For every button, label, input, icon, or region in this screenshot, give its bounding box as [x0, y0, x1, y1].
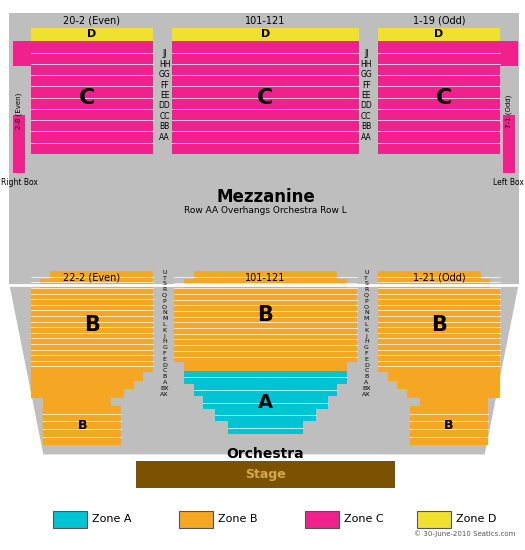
Text: Orchestra: Orchestra	[227, 447, 304, 461]
Bar	[397, 381, 500, 389]
Text: 1-19 (Odd): 1-19 (Odd)	[413, 16, 465, 26]
Bar	[50, 271, 153, 279]
Text: B: B	[84, 315, 100, 335]
Text: D: D	[434, 30, 444, 40]
Bar	[419, 397, 488, 406]
Bar	[53, 510, 87, 528]
Text: C: C	[257, 87, 274, 107]
Text: U
T
S
R
Q
P
O
N
M
L
K
J
H
G
F
E
D
C
B
A
BX
AX: U T S R Q P O N M L K J H G F E D C B A …	[160, 270, 169, 397]
Bar	[179, 510, 213, 528]
Bar	[500, 41, 518, 67]
Bar	[40, 279, 153, 288]
Text: A: A	[258, 393, 273, 412]
Bar	[31, 372, 143, 381]
Bar	[22, 41, 31, 54]
Text: 7-1 (Odd): 7-1 (Odd)	[506, 95, 512, 128]
Text: C: C	[79, 87, 95, 107]
Bar	[31, 381, 133, 389]
Bar	[13, 41, 22, 67]
Bar	[387, 372, 500, 381]
Text: B: B	[77, 419, 87, 432]
Bar	[378, 41, 500, 154]
Text: Right Box: Right Box	[1, 178, 38, 188]
Bar	[22, 41, 31, 54]
Bar	[9, 13, 519, 285]
Bar	[500, 41, 509, 54]
Bar	[13, 115, 25, 173]
Text: © 30-June-2010 Seatics.com: © 30-June-2010 Seatics.com	[414, 530, 516, 537]
Bar	[194, 271, 337, 279]
Text: 101-121: 101-121	[245, 273, 286, 283]
Bar	[31, 389, 124, 398]
Bar	[184, 362, 347, 371]
Text: 20-2 (Even): 20-2 (Even)	[64, 16, 120, 26]
Text: Row AA Overhangs Orchestra Row L: Row AA Overhangs Orchestra Row L	[184, 206, 347, 214]
Bar	[31, 41, 153, 154]
Bar	[378, 288, 500, 372]
Text: B: B	[444, 419, 454, 432]
Text: D: D	[261, 30, 270, 40]
Bar	[215, 409, 316, 421]
Bar	[503, 115, 514, 173]
Text: Stage: Stage	[245, 468, 286, 481]
Text: Zone B: Zone B	[218, 514, 257, 524]
Text: Zone A: Zone A	[92, 514, 131, 524]
Bar	[172, 28, 359, 41]
Bar	[194, 383, 337, 396]
Bar	[44, 406, 121, 445]
Text: U
T
S
R
Q
P
O
N
M
L
K
J
H
G
F
E
D
C
B
A
BX
AX: U T S R Q P O N M L K J H G F E D C B A …	[362, 270, 371, 397]
Bar	[228, 421, 303, 434]
Bar	[44, 397, 111, 406]
Text: B: B	[258, 305, 274, 325]
Text: Zone C: Zone C	[344, 514, 384, 524]
Text: C: C	[436, 87, 452, 107]
Text: Zone D: Zone D	[456, 514, 496, 524]
Text: 22-2 (Even): 22-2 (Even)	[64, 273, 120, 283]
Bar	[378, 279, 490, 288]
Text: 101-121: 101-121	[245, 16, 286, 26]
Bar	[13, 41, 31, 67]
Bar	[407, 389, 500, 398]
Bar	[378, 271, 481, 279]
Bar	[410, 406, 488, 445]
Bar	[184, 279, 347, 288]
Bar	[172, 41, 359, 154]
Text: D: D	[87, 30, 97, 40]
Bar	[417, 510, 450, 528]
Text: 1-21 (Odd): 1-21 (Odd)	[413, 273, 465, 283]
Bar	[378, 28, 500, 41]
Text: Left Box: Left Box	[494, 178, 524, 188]
Text: B: B	[431, 315, 447, 335]
Text: 2-8 (Even): 2-8 (Even)	[16, 93, 23, 129]
Bar	[31, 28, 153, 41]
Bar	[305, 510, 339, 528]
Bar	[174, 288, 356, 362]
Bar	[203, 396, 328, 409]
Bar	[135, 461, 395, 488]
Text: JJ
HH
GG
FF
EE
DD
CC
BB
AA: JJ HH GG FF EE DD CC BB AA	[159, 50, 171, 142]
Bar	[31, 288, 153, 372]
Bar	[184, 371, 347, 383]
Polygon shape	[9, 285, 519, 454]
Text: JJ
HH
GG
FF
EE
DD
CC
BB
AA: JJ HH GG FF EE DD CC BB AA	[361, 50, 372, 142]
Text: Mezzanine: Mezzanine	[216, 189, 315, 206]
